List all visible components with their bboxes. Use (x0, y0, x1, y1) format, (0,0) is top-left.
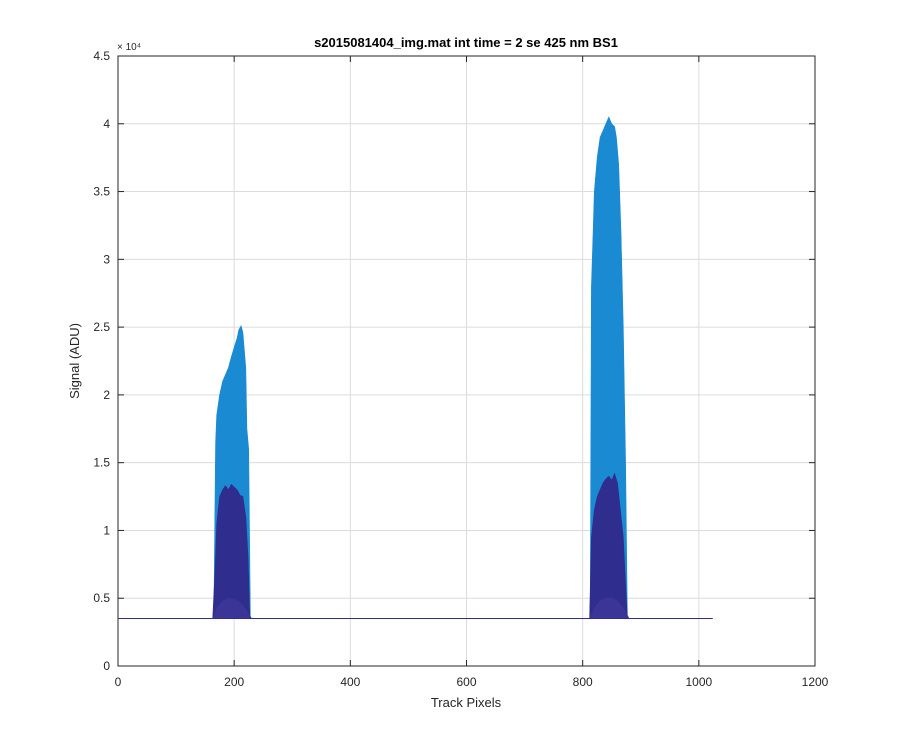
y-tick-label: 2.5 (93, 320, 110, 334)
y-tick-label: 1 (103, 523, 110, 537)
x-axis-title: Track Pixels (431, 695, 502, 710)
data-layer (118, 116, 713, 620)
chart-title: s2015081404_img.mat int time = 2 se 425 … (314, 35, 618, 50)
y-tick-label: 4 (103, 117, 110, 131)
y-tick-label: 0 (103, 659, 110, 673)
x-tick-label: 0 (115, 675, 122, 689)
x-tick-label: 600 (456, 675, 476, 689)
axes: 0 200 400 600 800 1000 1200 0 0.5 1 1.5 2 2.5 3 3.5 4 4.… (93, 49, 828, 689)
x-tick-label: 800 (573, 675, 593, 689)
x-tick-label: 1000 (685, 675, 712, 689)
y-exponent-label: × 10⁴ (117, 42, 141, 53)
y-tick-label: 0.5 (93, 591, 110, 605)
y-tick-label: 1.5 (93, 456, 110, 470)
y-axis-title: Signal (ADU) (67, 323, 82, 399)
x-tick-label: 400 (340, 675, 360, 689)
y-tick-label: 4.5 (93, 49, 110, 63)
x-tick-label: 1200 (802, 675, 829, 689)
series-area-0 (213, 116, 629, 619)
y-tick-label: 2 (103, 388, 110, 402)
y-tick-label: 3 (103, 252, 110, 266)
x-tick-label: 200 (224, 675, 244, 689)
y-tick-label: 3.5 (93, 185, 110, 199)
